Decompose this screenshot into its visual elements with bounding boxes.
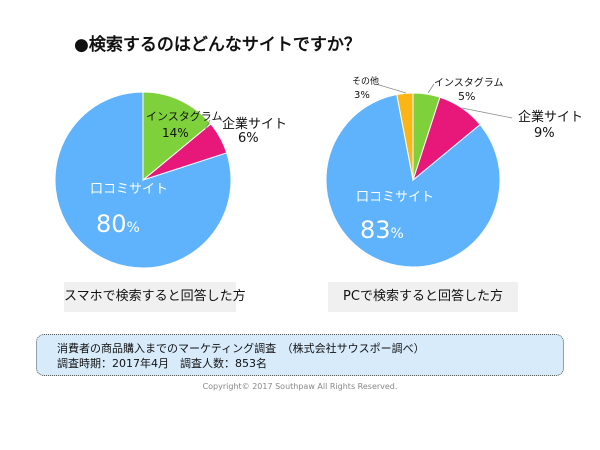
chart-caption-pc: PCで検索すると回答した方: [328, 282, 518, 312]
leader-line: [461, 107, 513, 119]
label-review-site: 口コミサイト: [356, 190, 435, 205]
label-instagram: インスタグラム: [146, 110, 223, 123]
leader-line: [427, 83, 435, 94]
survey-details: 調査時期：2017年4月 調査人数：853名: [57, 357, 267, 370]
label-review-site: 口コミサイト: [90, 182, 169, 197]
value-corporate: 6%: [238, 131, 259, 146]
survey-title: 消費者の商品購入までのマーケティング調査 （株式会社サウスポー調べ）: [57, 342, 425, 355]
value-instagram: 5%: [458, 90, 476, 103]
pie-slice-口コミサイト: [325, 93, 501, 268]
chart-caption-smartphone: スマホで検索すると回答した方: [64, 282, 246, 312]
label-corporate: 企業サイト: [518, 110, 584, 125]
leader-line: [375, 83, 407, 94]
label-instagram: インスタグラム: [434, 78, 504, 89]
percent-sign: %: [390, 226, 404, 242]
value-other: 3%: [354, 90, 370, 101]
pie-slice-インスタグラム: [412, 92, 441, 181]
label-corporate: 企業サイト: [222, 117, 288, 132]
value-review-site: 83: [360, 216, 391, 244]
label-other: その他: [352, 77, 380, 87]
leader-line: [204, 119, 211, 131]
survey-note: 消費者の商品購入までのマーケティング調査 （株式会社サウスポー調べ） 調査時期：…: [36, 334, 564, 376]
value-review-site: 80: [96, 210, 127, 238]
value-instagram: 14%: [162, 126, 189, 140]
value-corporate: 9%: [534, 126, 555, 141]
percent-sign: %: [126, 220, 140, 236]
page-title: ●検索するのはどんなサイトですか？: [74, 35, 361, 55]
copyright: Copyright© 2017 Southpaw All Rights Rese…: [202, 382, 398, 391]
